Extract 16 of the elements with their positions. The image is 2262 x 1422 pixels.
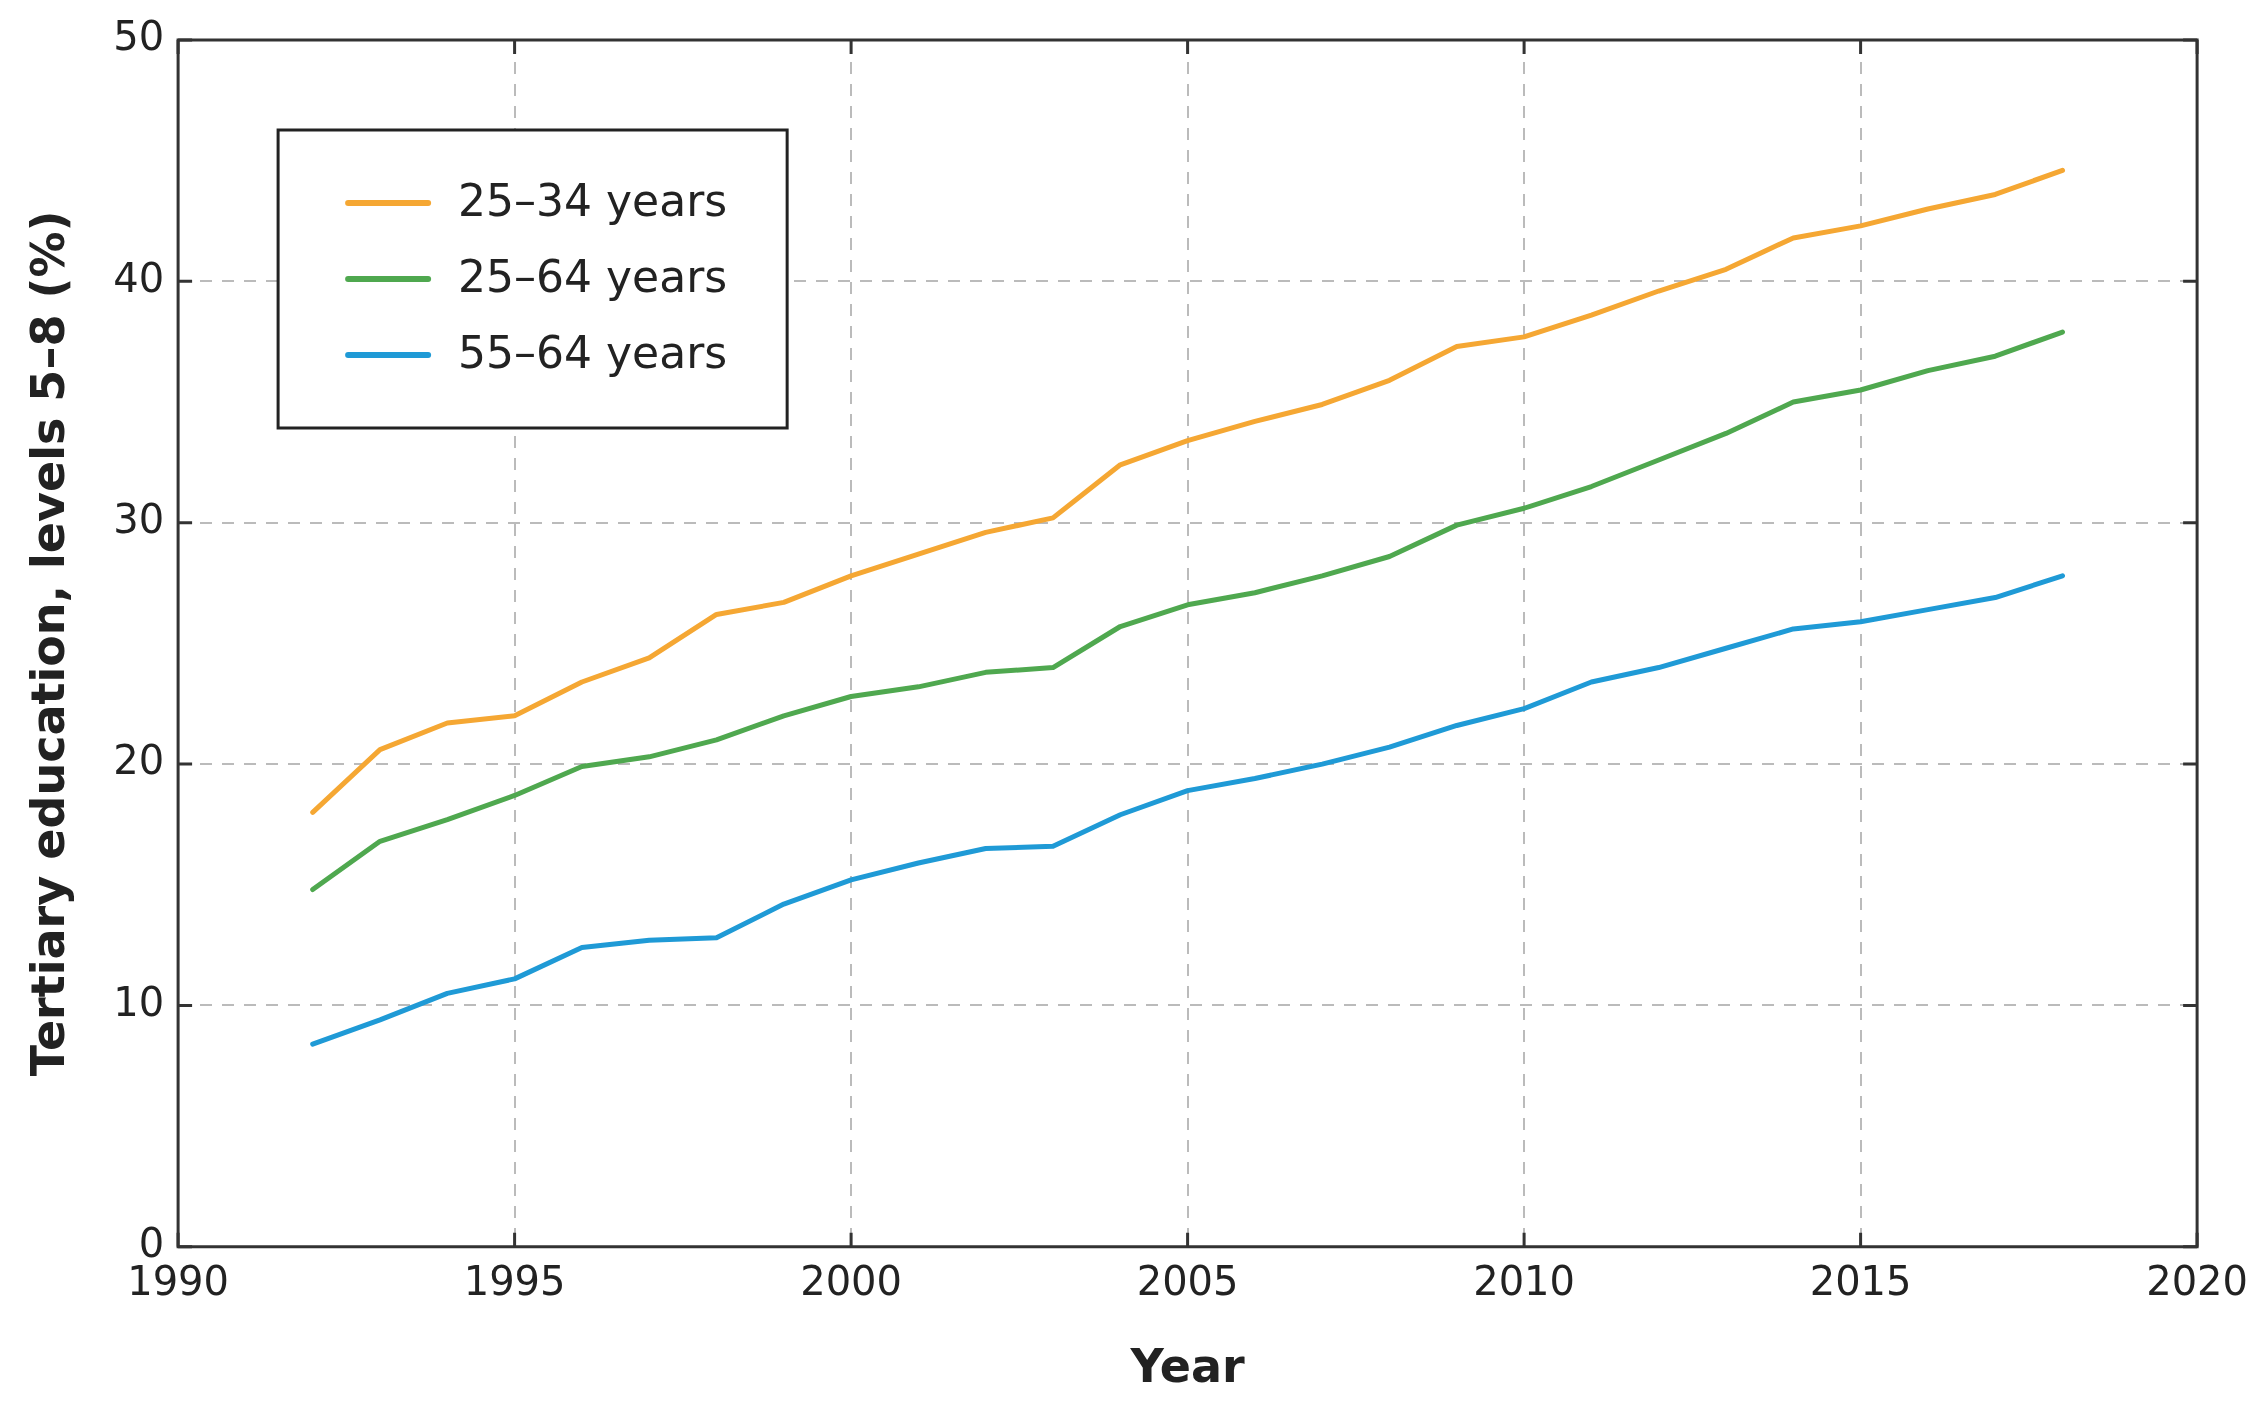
x-tick-label: 2015 [1809,1258,1912,1305]
y-tick-label: 40 [113,254,165,301]
x-tick-label: 2000 [800,1258,902,1305]
legend-label: 55–64 years [458,327,728,379]
legend-label: 25–64 years [458,251,728,303]
y-axis-title: Tertiary education, levels 5–8 (%) [20,210,75,1077]
x-tick-label: 1995 [463,1258,566,1305]
y-tick-label: 10 [113,978,165,1025]
x-tick-label: 2010 [1473,1258,1575,1305]
x-axis-title: Year [1129,1339,1245,1394]
y-tick-label: 20 [113,737,165,784]
y-tick-label: 30 [113,496,165,543]
legend-label: 25–34 years [458,175,728,227]
x-tick-label: 2005 [1136,1258,1239,1305]
y-tick-label: 50 [113,13,165,60]
x-tick-label: 2020 [2146,1258,2248,1305]
